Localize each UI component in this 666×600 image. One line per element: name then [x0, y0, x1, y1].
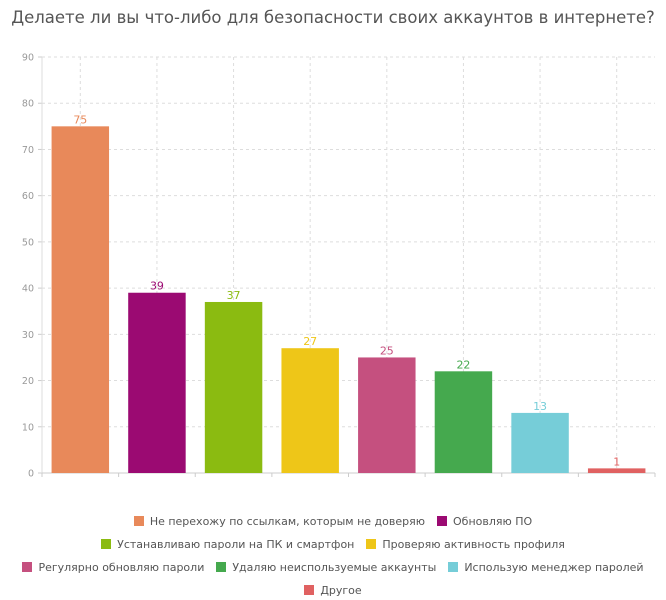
- legend-item[interactable]: Удаляю неиспользуемые аккаунты: [216, 556, 436, 579]
- bar: [587, 468, 646, 473]
- legend-label: Регулярно обновляю пароли: [38, 561, 205, 574]
- legend-label: Другое: [320, 584, 362, 597]
- data-label: 75: [73, 113, 87, 126]
- y-tick-label: 70: [22, 145, 34, 156]
- y-tick-label: 40: [22, 284, 34, 295]
- y-tick-label: 90: [22, 53, 34, 64]
- y-tick-label: 50: [22, 237, 34, 248]
- legend: Не перехожу по ссылкам, которым не довер…: [0, 510, 666, 600]
- legend-row: Устанавливаю пароли на ПК и смартфон Пров…: [0, 533, 666, 556]
- bar-chart: 0 10 20 30 40 50 60 70 80 90 75 39 37 27 25 22 13 1: [22, 53, 656, 480]
- chart-title: Делаете ли вы что-либо для безопасности …: [11, 8, 655, 27]
- legend-label: Проверяю активность профиля: [382, 538, 565, 551]
- legend-swatch: [133, 516, 144, 526]
- data-label: 22: [456, 358, 470, 371]
- y-tick-label: 80: [22, 99, 34, 110]
- bar: [434, 371, 493, 473]
- legend-swatch: [304, 585, 315, 595]
- legend-item[interactable]: Устанавливаю пароли на ПК и смартфон: [101, 533, 354, 556]
- data-label: 39: [150, 280, 164, 293]
- y-tick-label: 60: [22, 191, 34, 202]
- legend-swatch: [437, 516, 447, 526]
- bar: [511, 412, 569, 473]
- y-tick-label: 10: [22, 422, 34, 433]
- legend-item[interactable]: Обновляю ПО: [437, 510, 532, 533]
- legend-item[interactable]: Регулярно обновляю пароли: [22, 556, 204, 579]
- y-tick-label: 30: [22, 330, 34, 341]
- bar: [51, 126, 110, 473]
- legend-label: Использую менеджер паролей: [464, 561, 644, 574]
- legend-row: Регулярно обновляю пароли Удаляю неисполь…: [0, 556, 666, 579]
- data-label: 37: [227, 289, 241, 302]
- legend-label: Обновляю ПО: [453, 515, 533, 528]
- legend-swatch: [22, 562, 33, 572]
- data-label: 13: [533, 400, 547, 413]
- data-label: 25: [380, 344, 394, 357]
- y-tick-label: 20: [22, 376, 34, 387]
- data-label: 27: [303, 335, 317, 348]
- legend-item[interactable]: Проверяю активность профиля: [366, 533, 565, 556]
- legend-label: Не перехожу по ссылкам, которым не довер…: [149, 515, 425, 528]
- bar: [281, 348, 339, 473]
- legend-item[interactable]: Не перехожу по ссылкам, которым не довер…: [133, 510, 425, 533]
- y-tick-label: 0: [28, 469, 34, 480]
- bar: [204, 301, 263, 473]
- legend-swatch: [216, 562, 227, 572]
- legend-row: Другое: [0, 579, 666, 600]
- legend-label: Удаляю неиспользуемые аккаунты: [232, 561, 437, 574]
- legend-item[interactable]: Другое: [304, 579, 362, 600]
- legend-swatch: [366, 539, 377, 549]
- legend-swatch: [101, 539, 112, 549]
- legend-swatch: [448, 562, 459, 572]
- legend-item[interactable]: Использую менеджер паролей: [448, 556, 644, 579]
- bar: [358, 357, 416, 473]
- legend-row: Не перехожу по ссылкам, которым не довер…: [0, 510, 666, 533]
- legend-label: Устанавливаю пароли на ПК и смартфон: [117, 538, 355, 551]
- bar: [128, 292, 186, 473]
- data-label: 1: [613, 455, 620, 468]
